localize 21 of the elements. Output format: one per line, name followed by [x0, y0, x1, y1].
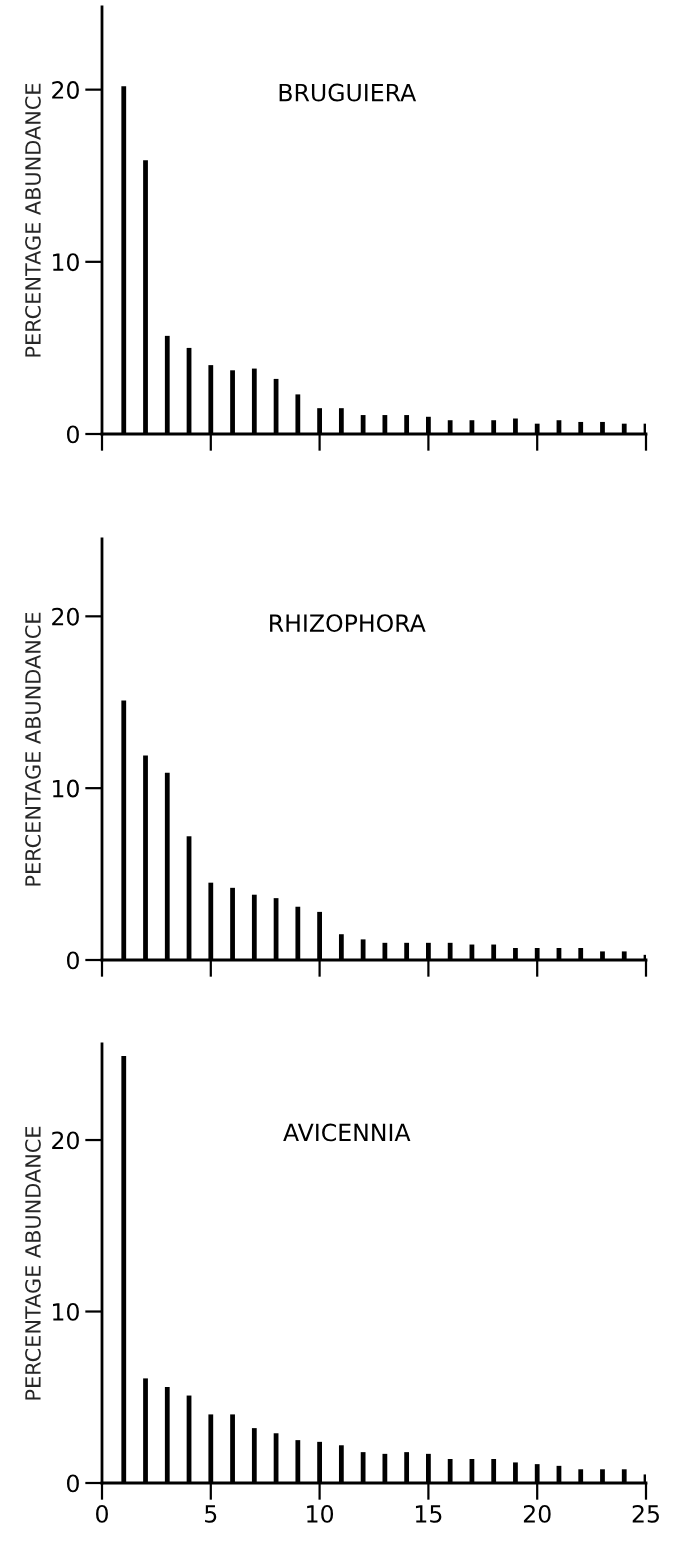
x-tick-label: 10: [307, 1504, 334, 1523]
text: RHIZOPHORA: [270, 614, 426, 633]
x-tick-label: 25: [632, 1504, 659, 1523]
y-tick-label: 20: [52, 607, 79, 626]
y-tick-label: 10: [53, 1302, 79, 1321]
x-tick-label: 5: [205, 1505, 217, 1523]
y-tick-label: 10: [53, 779, 79, 798]
y-tick-label: 0: [67, 425, 79, 444]
x-tick-label: 0: [96, 1504, 108, 1523]
x-tick-label: 15: [415, 1505, 442, 1523]
text: BRUGUIERA: [279, 83, 417, 102]
y-tick-label: 20: [52, 81, 79, 99]
text: AVICENNIA: [283, 1123, 411, 1142]
y-tick-label: 20: [52, 1131, 79, 1150]
y-tick-label: 0: [67, 1474, 79, 1493]
y-axis-title: PERCENTAGE ABUNDANCE: [25, 612, 41, 886]
y-tick-label: 0: [67, 951, 79, 970]
x-tick-label: 20: [523, 1504, 551, 1523]
y-axis-title: PERCENTAGE ABUNDANCE: [25, 1126, 41, 1400]
y-axis-title: PERCENTAGE ABUNDANCE: [25, 83, 41, 357]
y-tick-label: 10: [53, 253, 79, 272]
